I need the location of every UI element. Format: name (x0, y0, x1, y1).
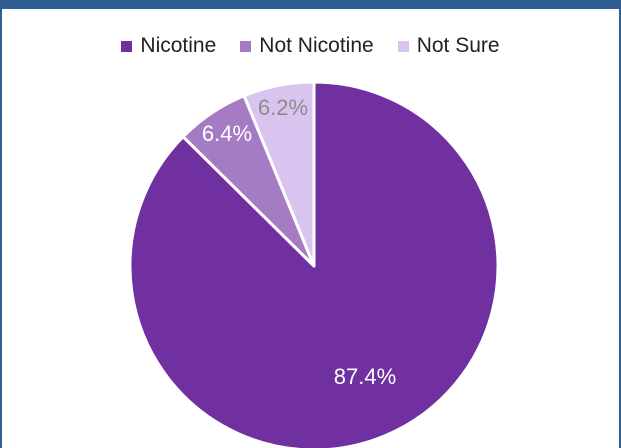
pie-slice-nicotine (128, 80, 500, 448)
data-label-not-nicotine: 6.4% (202, 121, 252, 146)
data-label-not-sure: 6.2% (258, 95, 308, 120)
left-border (0, 9, 2, 448)
right-border (619, 9, 621, 448)
legend-label-nicotine: Nicotine (140, 34, 217, 57)
legend-label-not-sure: Not Sure (416, 34, 500, 57)
legend-item-not-sure: Not Sure (397, 34, 500, 58)
data-label-nicotine: 87.4% (334, 364, 396, 389)
legend-swatch-not-sure (397, 40, 409, 52)
legend-item-nicotine: Nicotine (121, 34, 216, 58)
legend-swatch-nicotine (121, 40, 133, 52)
top-bar (0, 0, 621, 9)
chart-legend: Nicotine Not Nicotine Not Sure (0, 34, 621, 58)
legend-item-not-nicotine: Not Nicotine (240, 34, 374, 58)
legend-label-not-nicotine: Not Nicotine (259, 34, 374, 57)
pie-slice-not-sure (242, 80, 316, 268)
legend-swatch-not-nicotine (240, 40, 252, 52)
